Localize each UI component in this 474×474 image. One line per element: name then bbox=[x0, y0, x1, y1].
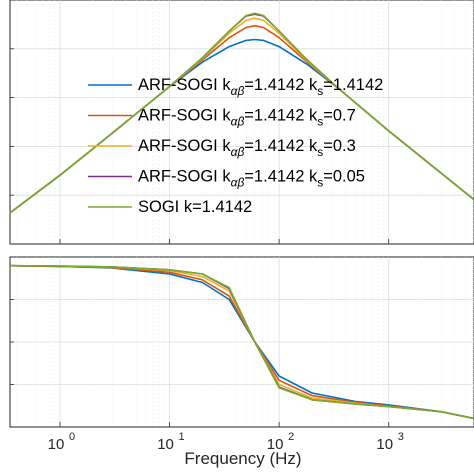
legend-label: ARF-SOGI kαβ=1.4142 ks=1.4142 bbox=[138, 76, 383, 98]
x-tick-label: 10 bbox=[267, 436, 284, 453]
legend-label: SOGI k=1.4142 bbox=[138, 198, 252, 216]
grid bbox=[10, 257, 474, 427]
series-line bbox=[9, 264, 474, 420]
legend-label: ARF-SOGI kαβ=1.4142 ks=0.05 bbox=[138, 168, 365, 190]
x-tick-label: 10 bbox=[48, 436, 65, 453]
x-tick-label-exponent: 0 bbox=[69, 431, 75, 443]
legend-entry: ARF-SOGI kαβ=1.4142 ks=0.05 bbox=[88, 168, 365, 190]
legend-entry: ARF-SOGI kαβ=1.4142 ks=0.7 bbox=[88, 107, 356, 129]
x-axis-label: Frequency (Hz) bbox=[184, 449, 301, 468]
legend-label: ARF-SOGI kαβ=1.4142 ks=0.3 bbox=[138, 137, 356, 159]
legend-entry: ARF-SOGI kαβ=1.4142 ks=0.3 bbox=[88, 137, 356, 159]
legend-entry: SOGI k=1.4142 bbox=[88, 198, 252, 216]
x-tick-label: 10 bbox=[376, 436, 393, 453]
x-tick-label: 10 bbox=[157, 436, 174, 453]
x-tick-label-exponent: 3 bbox=[398, 431, 404, 443]
x-tick-label-exponent: 2 bbox=[288, 431, 294, 443]
legend: ARF-SOGI kαβ=1.4142 ks=1.4142 ARF-SOGI kα… bbox=[88, 76, 383, 216]
axes-frame bbox=[9, 0, 474, 245]
grid bbox=[10, 0, 474, 244]
phase-panel: 10 0 10 1 10 2 10 3 bbox=[9, 256, 474, 453]
series-line bbox=[9, 12, 474, 214]
x-tick-label-exponent: 1 bbox=[179, 431, 185, 443]
legend-label: ARF-SOGI kαβ=1.4142 ks=0.7 bbox=[138, 107, 356, 129]
magnitude-panel bbox=[9, 0, 474, 245]
legend-entry: ARF-SOGI kαβ=1.4142 ks=1.4142 bbox=[88, 76, 383, 98]
